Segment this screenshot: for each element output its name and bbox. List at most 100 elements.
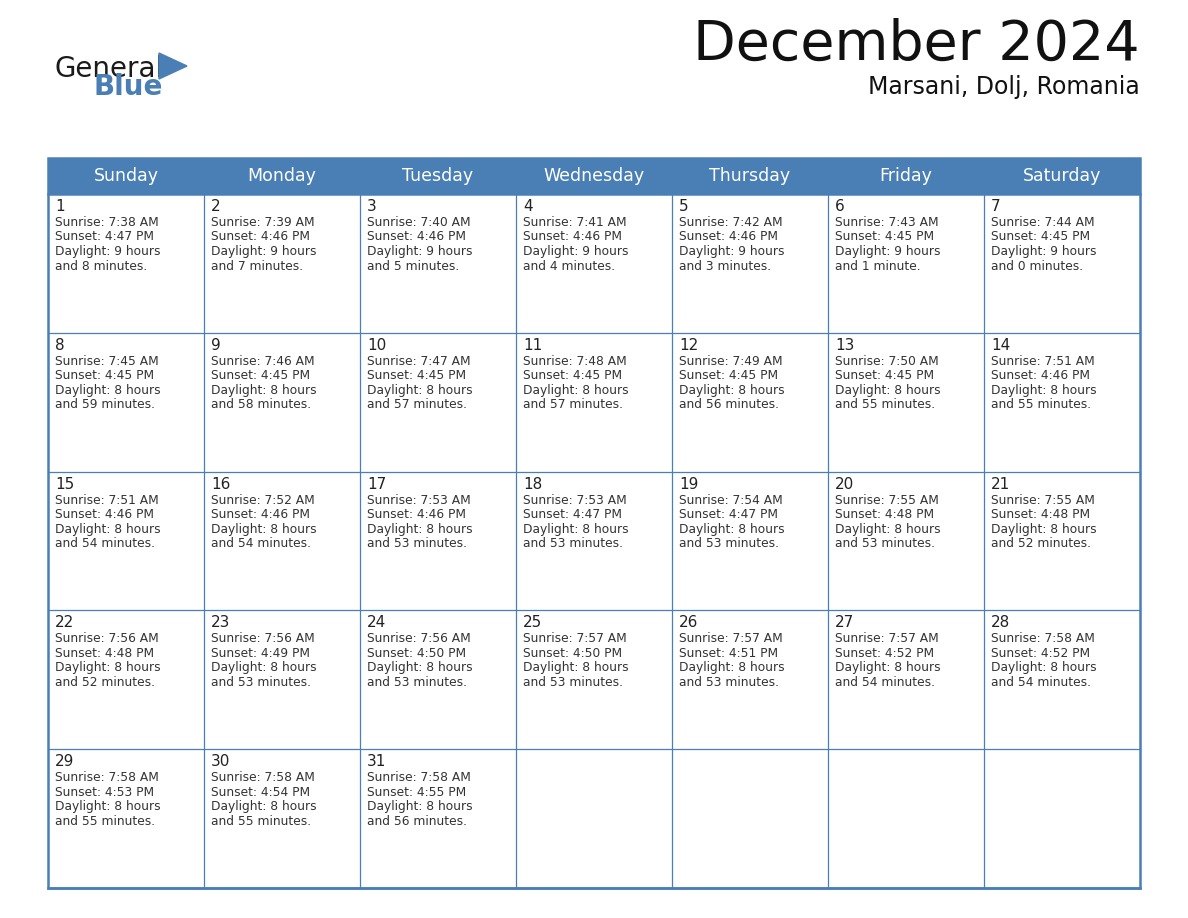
Text: and 52 minutes.: and 52 minutes. <box>55 676 154 688</box>
Text: Daylight: 8 hours: Daylight: 8 hours <box>523 384 628 397</box>
Bar <box>516 472 672 610</box>
Text: and 53 minutes.: and 53 minutes. <box>367 537 467 550</box>
Bar <box>516 610 672 749</box>
Text: and 56 minutes.: and 56 minutes. <box>367 814 467 828</box>
Text: and 5 minutes.: and 5 minutes. <box>367 260 460 273</box>
Text: and 3 minutes.: and 3 minutes. <box>680 260 771 273</box>
Text: Monday: Monday <box>247 167 316 185</box>
Text: Sunrise: 7:55 AM: Sunrise: 7:55 AM <box>991 494 1095 507</box>
Text: Daylight: 9 hours: Daylight: 9 hours <box>367 245 473 258</box>
Text: 17: 17 <box>367 476 386 492</box>
Bar <box>204 749 360 888</box>
Text: 3: 3 <box>367 199 377 214</box>
Text: Daylight: 8 hours: Daylight: 8 hours <box>680 522 784 535</box>
Text: Sunrise: 7:55 AM: Sunrise: 7:55 AM <box>835 494 939 507</box>
Text: 13: 13 <box>835 338 854 353</box>
Bar <box>984 610 1140 749</box>
Text: and 54 minutes.: and 54 minutes. <box>991 676 1091 688</box>
Text: Sunrise: 7:46 AM: Sunrise: 7:46 AM <box>211 354 315 368</box>
Text: Sunset: 4:49 PM: Sunset: 4:49 PM <box>211 647 310 660</box>
Bar <box>672 749 828 888</box>
Text: and 54 minutes.: and 54 minutes. <box>835 676 935 688</box>
Text: 7: 7 <box>991 199 1000 214</box>
Text: Sunset: 4:48 PM: Sunset: 4:48 PM <box>55 647 154 660</box>
Text: Thursday: Thursday <box>709 167 790 185</box>
Text: Daylight: 8 hours: Daylight: 8 hours <box>55 384 160 397</box>
Text: Daylight: 9 hours: Daylight: 9 hours <box>523 245 628 258</box>
Text: Sunrise: 7:51 AM: Sunrise: 7:51 AM <box>991 354 1095 368</box>
Text: Daylight: 8 hours: Daylight: 8 hours <box>55 661 160 675</box>
Text: and 56 minutes.: and 56 minutes. <box>680 398 779 411</box>
Bar <box>360 472 516 610</box>
Text: 22: 22 <box>55 615 74 631</box>
Text: and 59 minutes.: and 59 minutes. <box>55 398 154 411</box>
Text: Sunrise: 7:43 AM: Sunrise: 7:43 AM <box>835 216 939 229</box>
Text: Sunrise: 7:56 AM: Sunrise: 7:56 AM <box>55 633 159 645</box>
Text: Daylight: 8 hours: Daylight: 8 hours <box>367 522 473 535</box>
Text: Sunset: 4:48 PM: Sunset: 4:48 PM <box>991 508 1091 521</box>
Bar <box>828 610 984 749</box>
Text: Sunrise: 7:45 AM: Sunrise: 7:45 AM <box>55 354 159 368</box>
Text: Sunrise: 7:54 AM: Sunrise: 7:54 AM <box>680 494 783 507</box>
Text: General: General <box>55 55 164 83</box>
Bar <box>360 194 516 333</box>
Bar <box>48 610 204 749</box>
Text: Sunset: 4:51 PM: Sunset: 4:51 PM <box>680 647 778 660</box>
Text: Daylight: 8 hours: Daylight: 8 hours <box>523 522 628 535</box>
Text: Sunset: 4:54 PM: Sunset: 4:54 PM <box>211 786 310 799</box>
Text: Tuesday: Tuesday <box>403 167 474 185</box>
Bar <box>48 158 1140 194</box>
Text: Sunrise: 7:57 AM: Sunrise: 7:57 AM <box>835 633 939 645</box>
Text: 15: 15 <box>55 476 74 492</box>
Bar <box>204 194 360 333</box>
Text: Sunset: 4:50 PM: Sunset: 4:50 PM <box>367 647 466 660</box>
Text: Daylight: 8 hours: Daylight: 8 hours <box>211 384 317 397</box>
Text: 6: 6 <box>835 199 845 214</box>
Text: Daylight: 8 hours: Daylight: 8 hours <box>523 661 628 675</box>
Bar <box>48 158 1140 888</box>
Text: and 53 minutes.: and 53 minutes. <box>523 676 623 688</box>
Bar <box>204 610 360 749</box>
Text: Daylight: 8 hours: Daylight: 8 hours <box>835 384 941 397</box>
Bar <box>828 749 984 888</box>
Text: and 53 minutes.: and 53 minutes. <box>680 537 779 550</box>
Text: Sunday: Sunday <box>94 167 158 185</box>
Text: Sunset: 4:47 PM: Sunset: 4:47 PM <box>55 230 154 243</box>
Bar <box>48 749 204 888</box>
Text: 30: 30 <box>211 755 230 769</box>
Text: and 4 minutes.: and 4 minutes. <box>523 260 615 273</box>
Text: Sunrise: 7:58 AM: Sunrise: 7:58 AM <box>367 771 470 784</box>
Text: 23: 23 <box>211 615 230 631</box>
Bar <box>984 194 1140 333</box>
Text: and 55 minutes.: and 55 minutes. <box>55 814 156 828</box>
Polygon shape <box>159 53 187 79</box>
Text: 31: 31 <box>367 755 386 769</box>
Bar <box>360 610 516 749</box>
Text: 25: 25 <box>523 615 542 631</box>
Text: Daylight: 8 hours: Daylight: 8 hours <box>367 800 473 813</box>
Text: December 2024: December 2024 <box>694 18 1140 72</box>
Bar <box>516 333 672 472</box>
Text: and 55 minutes.: and 55 minutes. <box>211 814 311 828</box>
Text: Daylight: 8 hours: Daylight: 8 hours <box>991 522 1097 535</box>
Text: and 58 minutes.: and 58 minutes. <box>211 398 311 411</box>
Text: 29: 29 <box>55 755 75 769</box>
Text: Daylight: 9 hours: Daylight: 9 hours <box>835 245 941 258</box>
Text: and 53 minutes.: and 53 minutes. <box>835 537 935 550</box>
Text: Daylight: 8 hours: Daylight: 8 hours <box>991 384 1097 397</box>
Text: Wednesday: Wednesday <box>543 167 645 185</box>
Text: 10: 10 <box>367 338 386 353</box>
Text: 19: 19 <box>680 476 699 492</box>
Bar <box>516 194 672 333</box>
Text: Sunset: 4:50 PM: Sunset: 4:50 PM <box>523 647 623 660</box>
Text: and 53 minutes.: and 53 minutes. <box>211 676 311 688</box>
Text: Sunrise: 7:56 AM: Sunrise: 7:56 AM <box>367 633 470 645</box>
Text: Sunrise: 7:53 AM: Sunrise: 7:53 AM <box>367 494 470 507</box>
Text: 14: 14 <box>991 338 1010 353</box>
Text: Sunrise: 7:58 AM: Sunrise: 7:58 AM <box>211 771 315 784</box>
Text: Daylight: 8 hours: Daylight: 8 hours <box>211 661 317 675</box>
Text: and 57 minutes.: and 57 minutes. <box>523 398 623 411</box>
Text: Sunset: 4:46 PM: Sunset: 4:46 PM <box>367 230 466 243</box>
Text: Sunset: 4:47 PM: Sunset: 4:47 PM <box>680 508 778 521</box>
Text: Sunset: 4:52 PM: Sunset: 4:52 PM <box>991 647 1091 660</box>
